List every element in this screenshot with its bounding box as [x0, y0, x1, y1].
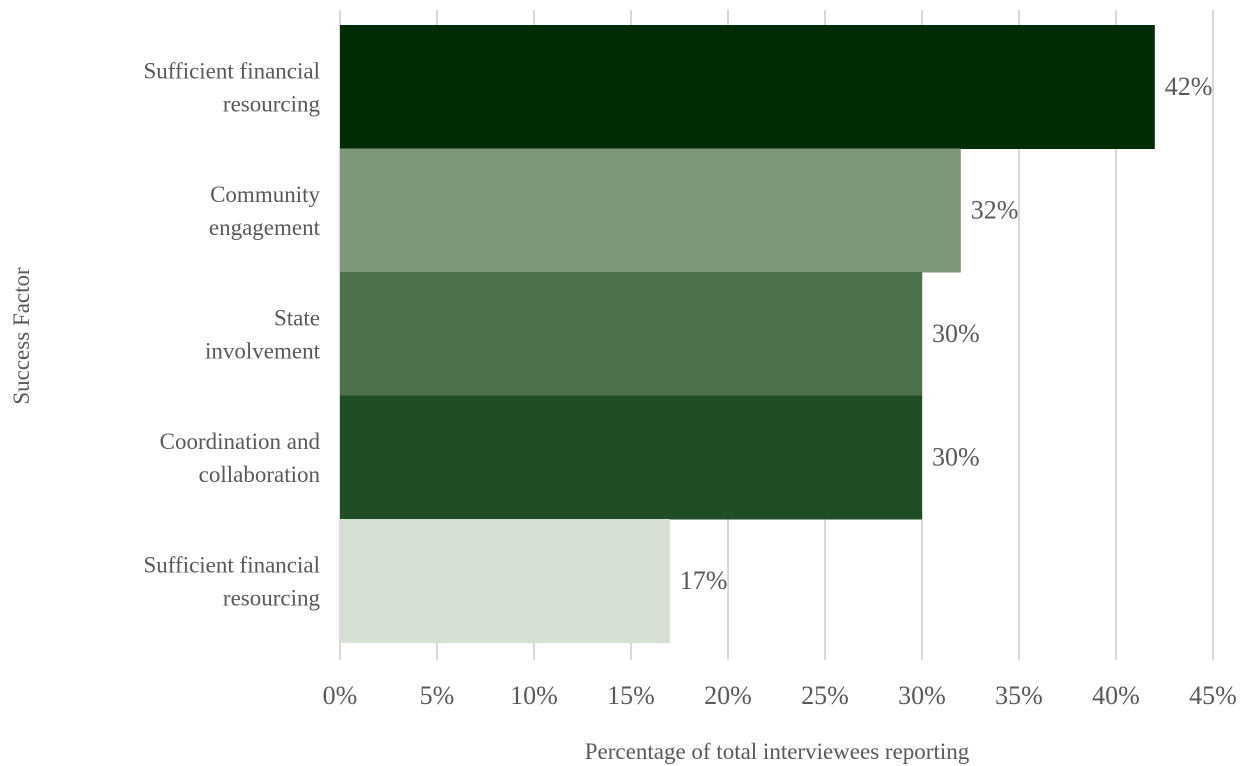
category-label-1: Community engagement — [209, 182, 321, 240]
y-axis-title: Success Factor — [9, 267, 34, 405]
data-label-3: 30% — [932, 443, 980, 472]
bar-1 — [340, 148, 961, 273]
data-label-0: 42% — [1165, 72, 1213, 101]
x-tick-labels: 0% 5% 10% 15% 20% 25% 30% 35% 40% 45% — [323, 681, 1237, 710]
category-label-3: Coordination and collaboration — [160, 429, 321, 487]
category-label-4: Sufficient financial resourcing — [144, 553, 321, 611]
bar-0 — [340, 25, 1155, 149]
x-tick-label-7: 35% — [995, 681, 1043, 710]
category-label-2: State involvement — [205, 306, 321, 364]
bar-2 — [340, 272, 922, 396]
x-tick-label-5: 25% — [801, 681, 849, 710]
x-tick-label-9: 45% — [1189, 681, 1237, 710]
x-tick-label-0: 0% — [323, 681, 358, 710]
bar-3 — [340, 395, 922, 520]
x-tick-label-8: 40% — [1092, 681, 1140, 710]
x-axis-title: Percentage of total interviewees reporti… — [585, 739, 970, 764]
data-label-2: 30% — [932, 319, 980, 348]
x-tick-label-6: 30% — [898, 681, 946, 710]
x-tick-label-1: 5% — [420, 681, 455, 710]
bars — [340, 25, 1155, 643]
data-label-1: 32% — [971, 196, 1019, 225]
data-labels: 42% 32% 30% 30% 17% — [680, 72, 1213, 595]
x-tick-label-2: 10% — [510, 681, 558, 710]
bar-4 — [340, 519, 670, 643]
category-labels: Sufficient financial resourcing Community e… — [144, 59, 321, 611]
category-label-0: Sufficient financial resourcing — [144, 59, 321, 117]
x-tick-label-3: 15% — [607, 681, 655, 710]
x-tick-label-4: 20% — [704, 681, 752, 710]
data-label-4: 17% — [680, 566, 728, 595]
